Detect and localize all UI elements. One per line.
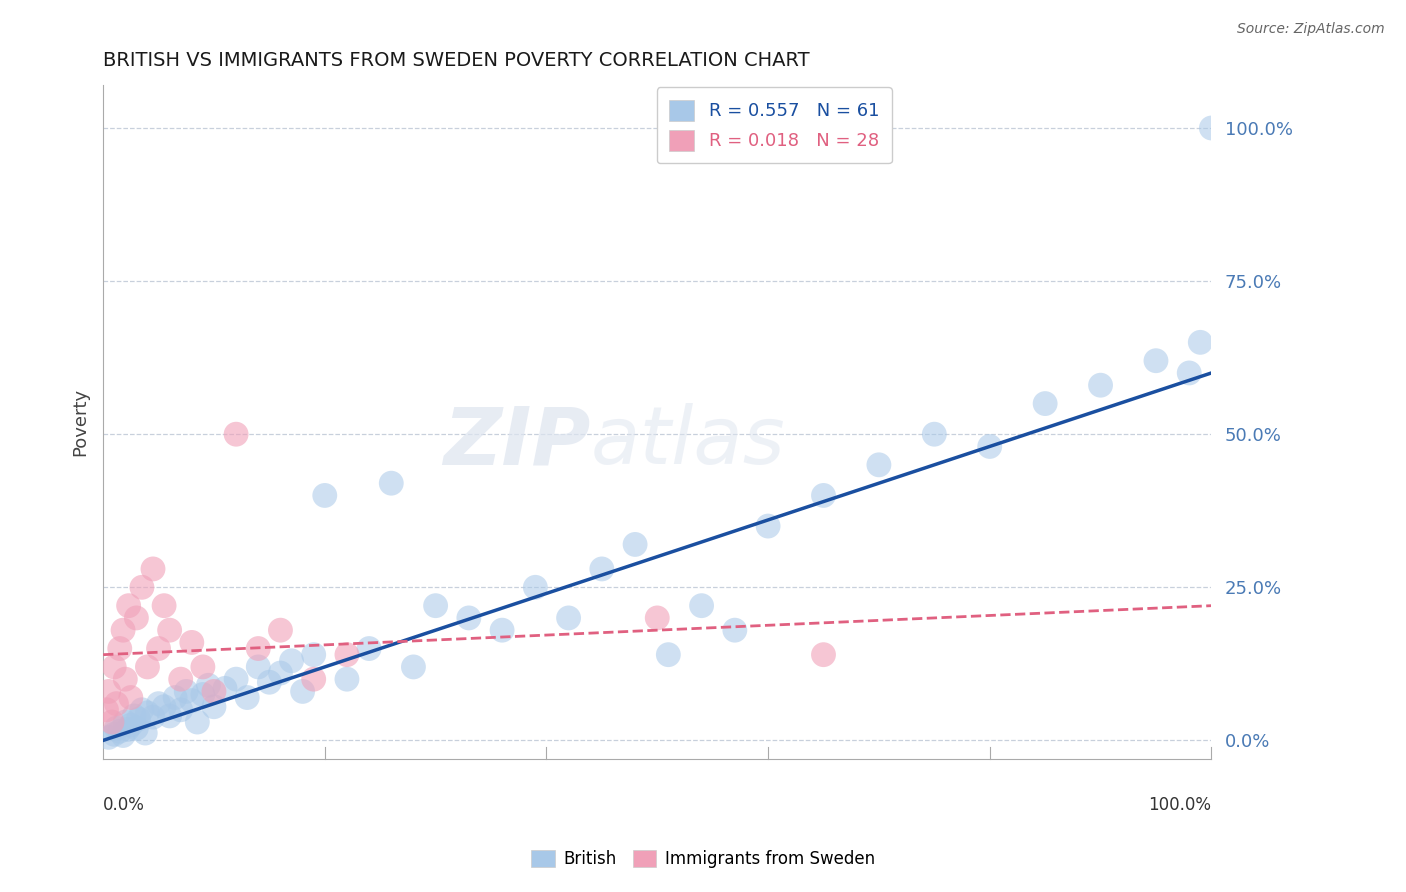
Point [425,599,447,613]
Point [108,724,131,739]
Point [402,660,425,674]
Point [170,672,193,686]
Point [336,672,359,686]
Point [524,580,547,594]
Point [128,712,150,726]
Point [114,672,136,686]
Point [302,648,325,662]
Point [153,699,176,714]
Point [247,660,270,674]
Point [813,648,835,662]
Point [96,703,118,717]
Point [112,623,135,637]
Point [131,580,153,594]
Text: 0.0%: 0.0% [103,796,145,814]
Point [97,684,120,698]
Point [1178,366,1201,380]
Text: Source: ZipAtlas.com: Source: ZipAtlas.com [1237,22,1385,37]
Point [1090,378,1112,392]
Point [159,709,181,723]
Point [247,641,270,656]
Point [225,672,247,686]
Legend: R = 0.557   N = 61, R = 0.018   N = 28: R = 0.557 N = 61, R = 0.018 N = 28 [657,87,891,163]
Point [259,675,281,690]
Point [108,641,131,656]
Point [868,458,890,472]
Point [103,660,125,674]
Point [101,714,124,729]
Point [114,714,136,729]
Point [191,660,214,674]
Point [136,660,159,674]
Point [1144,353,1167,368]
Text: atlas: atlas [591,403,786,481]
Point [134,726,156,740]
Point [153,599,176,613]
Point [159,623,181,637]
Text: ZIP: ZIP [443,403,591,481]
Point [148,697,170,711]
Point [191,688,214,702]
Point [165,690,187,705]
Y-axis label: Poverty: Poverty [72,388,89,456]
Point [624,537,647,551]
Point [180,635,202,649]
Point [117,723,139,737]
Point [269,623,291,637]
Point [336,648,359,662]
Point [148,641,170,656]
Point [122,709,145,723]
Point [380,476,402,491]
Point [131,703,153,717]
Point [756,519,779,533]
Point [1033,396,1056,410]
Point [291,684,314,698]
Point [105,697,128,711]
Point [302,672,325,686]
Point [112,729,135,743]
Point [269,666,291,681]
Point [557,611,579,625]
Point [117,599,139,613]
Point [120,718,142,732]
Point [1189,335,1212,350]
Point [924,427,946,442]
Text: BRITISH VS IMMIGRANTS FROM SWEDEN POVERTY CORRELATION CHART: BRITISH VS IMMIGRANTS FROM SWEDEN POVERT… [103,51,810,70]
Point [142,710,165,724]
Point [214,681,236,696]
Point [657,648,679,662]
Point [142,562,165,576]
Point [202,699,225,714]
Point [174,684,197,698]
Point [197,678,219,692]
Point [202,684,225,698]
Point [103,727,125,741]
Point [180,693,202,707]
Point [690,599,713,613]
Point [645,611,668,625]
Point [491,623,513,637]
Point [136,706,159,720]
Point [125,611,148,625]
Point [236,690,259,705]
Legend: British, Immigrants from Sweden: British, Immigrants from Sweden [523,842,883,877]
Point [125,721,148,735]
Text: 100.0%: 100.0% [1149,796,1212,814]
Point [591,562,613,576]
Point [225,427,247,442]
Point [1201,120,1223,135]
Point [105,721,128,735]
Point [186,714,208,729]
Point [97,731,120,745]
Point [120,690,142,705]
Point [170,703,193,717]
Point [979,440,1001,454]
Point [724,623,747,637]
Point [359,641,381,656]
Point [280,654,302,668]
Point [457,611,479,625]
Point [314,488,336,502]
Point [813,488,835,502]
